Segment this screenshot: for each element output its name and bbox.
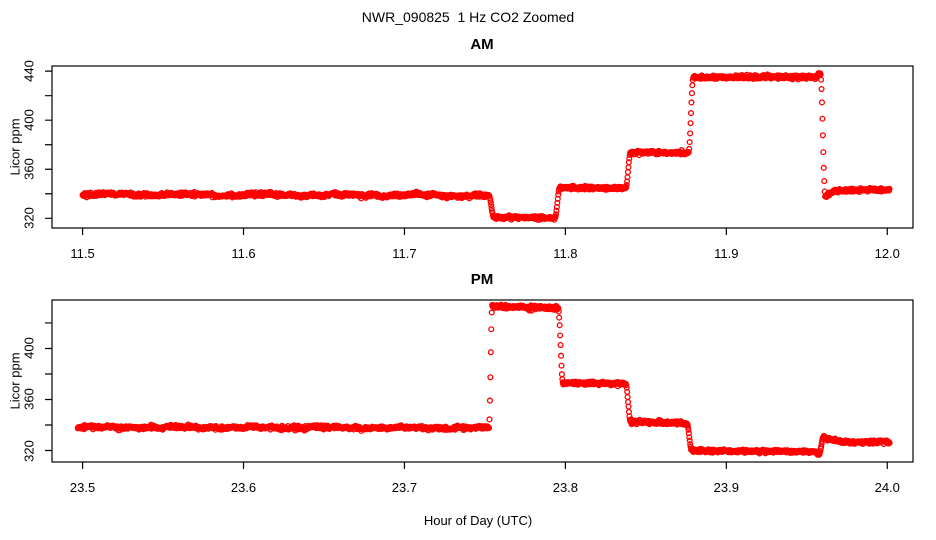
x-tick-label: 23.5 xyxy=(69,480,96,495)
x-tick-label: 24.0 xyxy=(874,480,900,495)
y-tick-label: 440 xyxy=(21,60,37,82)
figure-title: NWR_090825 1 Hz CO2 Zoomed xyxy=(361,9,575,25)
pm-plot-area xyxy=(52,300,913,462)
am-plot-area xyxy=(52,66,913,228)
x-tick-label: 11.7 xyxy=(392,246,417,261)
y-tick-label: 320 xyxy=(21,207,37,230)
y-tick-label: 360 xyxy=(21,388,37,411)
y-tick-label: 400 xyxy=(21,337,37,360)
x-tick-label: 23.9 xyxy=(713,480,739,495)
x-tick-label: 11.8 xyxy=(553,246,578,261)
y-tick-label: 360 xyxy=(21,158,37,181)
x-tick-label: 12.0 xyxy=(874,246,900,261)
y-axis-label-am: Licor ppm xyxy=(7,118,23,176)
x-axis-label: Hour of Day (UTC) xyxy=(423,513,533,528)
panel-title-pm: PM xyxy=(470,271,494,288)
x-tick-label: 11.5 xyxy=(70,246,95,261)
x-tick-label: 23.7 xyxy=(391,480,418,495)
x-tick-label: 11.6 xyxy=(231,246,256,261)
x-tick-label: 23.8 xyxy=(552,480,579,495)
y-tick-label: 400 xyxy=(21,109,37,132)
panel-title-am: AM xyxy=(470,36,494,53)
y-axis-label-pm: Licor ppm xyxy=(7,352,23,410)
x-tick-label: 11.9 xyxy=(714,246,739,261)
x-tick-label: 23.6 xyxy=(230,480,257,495)
y-tick-label: 320 xyxy=(21,439,37,462)
